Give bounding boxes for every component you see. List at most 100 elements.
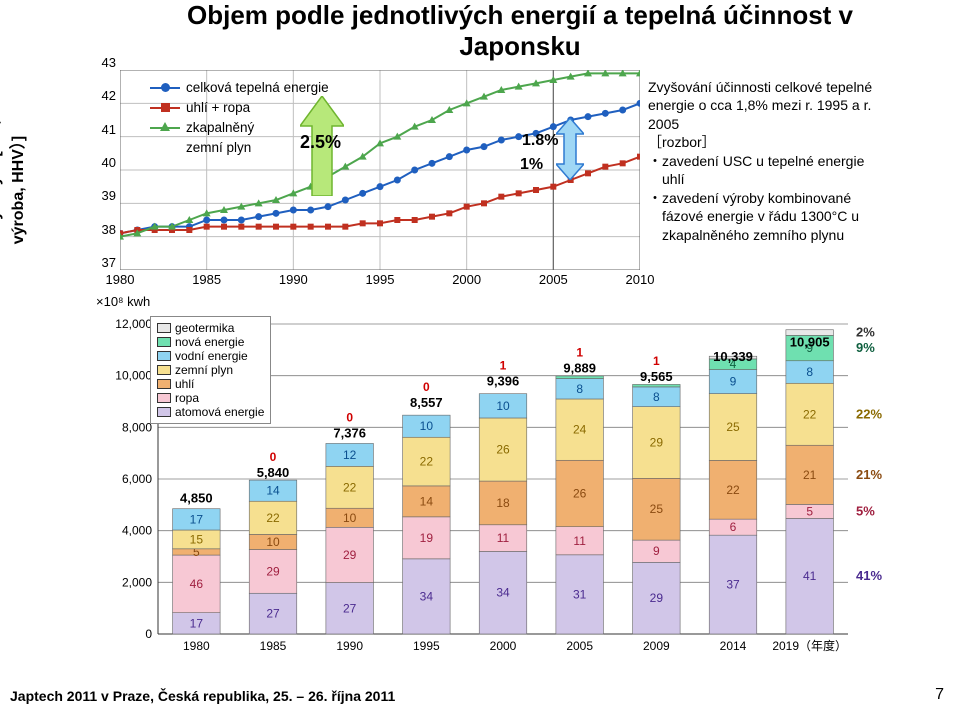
- svg-text:21%: 21%: [856, 467, 882, 482]
- svg-text:27: 27: [343, 601, 357, 615]
- annot-l3: 2005: [648, 115, 948, 133]
- svg-text:18: 18: [496, 496, 510, 510]
- annot-l2: energie o cca 1,8% mezi r. 1995 a r.: [648, 96, 948, 114]
- svg-text:5: 5: [806, 504, 813, 518]
- svg-text:10,905: 10,905: [790, 334, 830, 349]
- annot-l7: ・zavedení výroby kombinované: [648, 189, 948, 207]
- svg-text:22: 22: [726, 483, 740, 497]
- svg-text:17: 17: [190, 616, 204, 630]
- svg-text:12,000: 12,000: [115, 317, 152, 331]
- svg-text:0: 0: [346, 410, 353, 424]
- svg-text:34: 34: [420, 589, 434, 603]
- svg-text:41: 41: [803, 569, 817, 583]
- svg-text:6,000: 6,000: [122, 472, 152, 486]
- svg-text:1980: 1980: [183, 639, 210, 653]
- svg-text:10: 10: [496, 399, 510, 413]
- svg-text:2014: 2014: [720, 639, 747, 653]
- svg-text:22%: 22%: [856, 406, 882, 421]
- legend-swatch-3: [150, 121, 180, 135]
- label-1.8pct: 1.8%: [522, 132, 558, 150]
- svg-text:1: 1: [576, 346, 583, 360]
- svg-text:1990: 1990: [336, 639, 363, 653]
- annotation-box: Zvyšování účinnosti celkové tepelné ener…: [648, 78, 948, 244]
- svg-text:37: 37: [726, 578, 740, 592]
- svg-text:24: 24: [573, 423, 587, 437]
- svg-text:46: 46: [190, 577, 204, 591]
- svg-text:17: 17: [190, 512, 204, 526]
- svg-text:25: 25: [726, 420, 740, 434]
- svg-text:8,000: 8,000: [122, 420, 152, 434]
- annot-l6: uhlí: [648, 170, 948, 188]
- page-number: 7: [935, 686, 944, 704]
- annot-l4: ［rozbor］: [648, 133, 948, 151]
- top-chart-yticks: 37383940414243: [90, 62, 116, 278]
- annot-l1: Zvyšování účinnosti celkové tepelné: [648, 78, 948, 96]
- svg-text:6: 6: [730, 520, 737, 534]
- svg-text:4,000: 4,000: [122, 524, 152, 538]
- svg-text:2000: 2000: [490, 639, 517, 653]
- footer-text: Japtech 2011 v Praze, Česká republika, 2…: [10, 688, 395, 704]
- svg-text:5,840: 5,840: [257, 465, 290, 480]
- svg-text:22: 22: [266, 511, 280, 525]
- svg-text:27: 27: [266, 607, 280, 621]
- annot-l8: fázové energie v řádu 1300°C u: [648, 207, 948, 225]
- svg-text:22: 22: [343, 480, 357, 494]
- legend-row-new: nová energie: [157, 335, 264, 349]
- legend-row-oil: ropa: [157, 391, 264, 405]
- svg-text:10,000: 10,000: [115, 369, 152, 383]
- svg-text:14: 14: [266, 484, 280, 498]
- legend-row-atom: atomová energie: [157, 405, 264, 419]
- svg-text:2009: 2009: [643, 639, 670, 653]
- svg-text:9%: 9%: [856, 340, 875, 355]
- svg-text:1: 1: [500, 358, 507, 372]
- svg-text:25: 25: [650, 502, 664, 516]
- svg-text:9: 9: [730, 375, 737, 389]
- svg-text:11: 11: [497, 531, 510, 545]
- svg-text:8: 8: [576, 382, 583, 396]
- svg-text:4,850: 4,850: [180, 491, 213, 506]
- bottom-chart-legend: geotermikanová energievodní energiezemní…: [150, 316, 271, 424]
- svg-text:26: 26: [573, 486, 587, 500]
- label-2.5pct: 2.5%: [300, 132, 341, 153]
- svg-text:41%: 41%: [856, 568, 882, 583]
- svg-text:9,889: 9,889: [563, 361, 596, 376]
- svg-text:5%: 5%: [856, 503, 875, 518]
- svg-text:8: 8: [653, 390, 660, 404]
- title-line2: Japonsku: [120, 31, 920, 62]
- svg-text:10,339: 10,339: [713, 349, 753, 364]
- svg-text:22: 22: [420, 455, 434, 469]
- legend-row-geo: geotermika: [157, 321, 264, 335]
- svg-text:29: 29: [650, 436, 664, 450]
- legend-label-2: uhlí + ropa: [186, 98, 250, 118]
- legend-row-coal: uhlí: [157, 377, 264, 391]
- legend-row-lng: zemní plyn: [157, 363, 264, 377]
- svg-text:19: 19: [420, 531, 434, 545]
- page-root: Objem podle jednotlivých energií a tepel…: [0, 0, 960, 708]
- title-line1: Objem podle jednotlivých energií a tepel…: [120, 0, 920, 31]
- legend-label-3a: zkapalněný: [186, 118, 254, 138]
- svg-text:2005: 2005: [566, 639, 593, 653]
- svg-text:29: 29: [343, 548, 357, 562]
- svg-text:10: 10: [343, 511, 357, 525]
- svg-text:1: 1: [653, 354, 660, 368]
- svg-text:0: 0: [423, 380, 430, 394]
- annot-l5: ・zavedení USC u tepelné energie: [648, 152, 948, 170]
- svg-text:9,565: 9,565: [640, 369, 673, 384]
- label-1pct: 1%: [520, 156, 543, 174]
- legend-label-3b: zemní plyn: [186, 138, 251, 158]
- svg-text:1995: 1995: [413, 639, 440, 653]
- svg-text:11: 11: [573, 534, 586, 548]
- svg-text:10: 10: [266, 535, 280, 549]
- svg-text:21: 21: [803, 468, 817, 482]
- svg-text:9: 9: [653, 544, 660, 558]
- svg-text:34: 34: [496, 586, 510, 600]
- svg-text:31: 31: [573, 587, 587, 601]
- legend-swatch-2: [150, 101, 180, 115]
- svg-text:29: 29: [650, 591, 664, 605]
- svg-text:2%: 2%: [856, 325, 875, 340]
- svg-text:14: 14: [420, 494, 434, 508]
- legend-row-1: celková tepelná energie: [150, 78, 329, 98]
- svg-text:1985: 1985: [260, 639, 287, 653]
- ylabel-top: Efektivita výroby E [%（mezní výroba, HHV…: [0, 70, 28, 310]
- legend-row-hydro: vodní energie: [157, 349, 264, 363]
